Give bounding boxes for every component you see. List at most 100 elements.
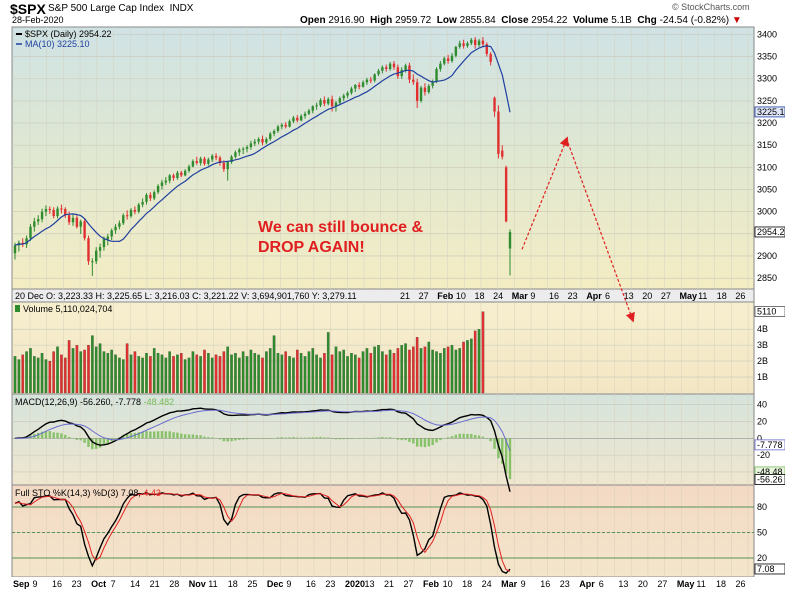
candle-body — [257, 139, 260, 142]
volume-bar — [288, 356, 291, 394]
candle-body — [315, 105, 318, 107]
candle-body — [299, 115, 303, 121]
macd-hist-bar — [361, 438, 365, 439]
macd-hist-bar — [245, 438, 249, 440]
macd-hist-bar — [56, 432, 59, 439]
macd-hist-bar — [234, 438, 237, 441]
macd-legend: MACD(12,26,9) -56.260, -7.778 -48.482 — [15, 397, 174, 407]
x-tick-bottom: 21 — [384, 579, 394, 589]
candle-body — [303, 113, 307, 116]
volume-bar — [48, 360, 52, 394]
volume-bar — [392, 352, 396, 394]
symbol-name: S&P 500 Large Cap Index INDX — [48, 3, 194, 14]
volume-bar — [21, 354, 25, 394]
tag-ma: 3225.1 — [757, 107, 785, 117]
volume-bar — [125, 343, 129, 394]
volume-bar — [435, 351, 438, 394]
volume-bar — [330, 354, 334, 394]
macd-hist-bar — [230, 438, 233, 442]
candle-body — [284, 124, 287, 127]
candle-body — [222, 162, 226, 170]
macd-hist-bar — [323, 437, 326, 439]
macd-hist-bar — [226, 438, 229, 442]
volume-bar — [29, 348, 32, 394]
x-tick-bottom: Sep — [13, 579, 30, 589]
x-tick-bottom: 16 — [540, 579, 550, 589]
macd-hist-bar — [91, 438, 94, 450]
volume-bar — [296, 349, 299, 394]
candle-body — [245, 146, 249, 149]
macd-hist-bar — [125, 434, 129, 439]
macd-hist-bar — [327, 437, 330, 439]
x-tick-bottom: 11 — [696, 579, 705, 589]
x-tick-bottom: Nov — [189, 579, 206, 589]
x-tick-bottom: 18 — [716, 579, 726, 589]
candle-body — [141, 201, 144, 205]
macd-hist-bar — [276, 437, 280, 439]
volume-bar — [249, 349, 253, 394]
macd-y-tick: 0 — [757, 433, 762, 443]
macd-hist-bar — [211, 437, 214, 439]
macd-hist-bar — [284, 437, 287, 439]
volume-bar — [156, 352, 160, 394]
candle-body — [392, 63, 396, 68]
volume-bar — [423, 346, 427, 394]
candle-body — [307, 110, 311, 114]
macd-hist-bar — [446, 437, 450, 439]
macd-hist-bar — [404, 438, 407, 441]
macd-hist-bar — [470, 433, 473, 439]
candle-body — [365, 79, 369, 83]
brand-watermark[interactable]: © StockCharts.com — [672, 2, 750, 12]
volume-bar — [71, 348, 75, 394]
candle-body — [71, 217, 75, 223]
macd-hist-bar — [504, 438, 508, 474]
volume-bar — [261, 357, 264, 394]
candle-body — [477, 40, 481, 46]
macd-hist-bar — [199, 435, 202, 439]
candle-body — [230, 156, 233, 163]
chart-header: $SPX S&P 500 Large Cap Index INDX 28-Feb… — [0, 0, 785, 26]
x-tick-bottom: 26 — [735, 579, 745, 589]
volume-bar — [276, 352, 280, 394]
macd-hist-bar — [164, 431, 168, 439]
candle-body — [334, 102, 338, 107]
x-tick-bottom: 23 — [72, 579, 82, 589]
macd-hist-bar — [501, 438, 504, 464]
candle-body — [191, 161, 195, 167]
macd-hist-bar — [145, 431, 148, 439]
candle-body — [241, 148, 245, 150]
macd-hist-bar — [292, 437, 295, 439]
macd-hist-bar — [79, 438, 82, 441]
tag-ma-box — [754, 106, 785, 118]
candle-body — [183, 170, 187, 176]
macd-hist-bar — [40, 431, 44, 439]
volume-bar — [412, 346, 415, 394]
candle-body — [443, 58, 446, 64]
macd-hist-bar — [71, 437, 75, 439]
macd-hist-bar — [75, 438, 79, 440]
candle-body — [180, 172, 183, 176]
macd-hist-bar — [207, 437, 210, 439]
annotation-line-2: DROP AGAIN! — [258, 239, 365, 256]
candle-body — [346, 92, 349, 96]
volume-bar — [63, 357, 67, 394]
macd-hist-bar — [373, 437, 376, 439]
x-axis-bar — [0, 577, 785, 589]
volume-bar — [133, 351, 137, 394]
candle-body — [330, 99, 334, 107]
candle-body — [446, 58, 450, 62]
volume-bar — [446, 346, 450, 394]
tag-macd-box — [754, 474, 785, 485]
x-tick-top: 20 — [642, 291, 652, 301]
volume-bar — [415, 337, 419, 394]
candle-body — [373, 74, 376, 81]
candle-body — [388, 63, 392, 69]
x-tick-bottom: Oct — [91, 579, 106, 589]
macd-hist-bar — [37, 432, 40, 439]
macd-hist-bar — [183, 434, 187, 439]
forecast-bounce-arrow — [521, 136, 569, 250]
price-y-tick: 3200 — [757, 118, 777, 128]
macd-hist-bar — [160, 431, 164, 439]
x-tick-top: 18 — [475, 291, 485, 301]
volume-bar — [94, 346, 98, 394]
